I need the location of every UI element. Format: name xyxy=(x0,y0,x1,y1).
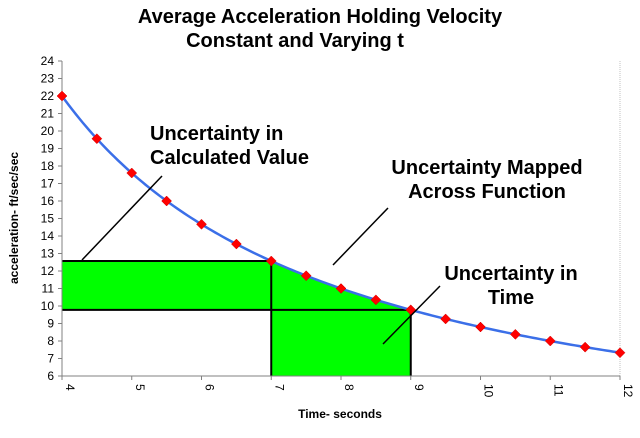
annotation-time-line-2: Time xyxy=(487,287,535,309)
annotation-calculated-value-line-1: Uncertainty in xyxy=(150,123,284,145)
data-point xyxy=(56,90,68,102)
annotation-time: Uncertainty in Time xyxy=(426,262,596,310)
x-tick-label: 7 xyxy=(272,384,286,391)
y-tick-label: 8 xyxy=(47,334,54,348)
tick-labels: 6 7 8 9 10 11 12 13 14 15 16 17 18 19 20 21 22 23 24 4 5 6 7 8 9… xyxy=(41,54,635,398)
data-point xyxy=(510,328,521,340)
y-tick-label: 19 xyxy=(41,142,55,156)
x-axis-label: Time- seconds xyxy=(298,407,382,421)
x-tick-label: 8 xyxy=(342,384,356,391)
data-point xyxy=(544,335,556,347)
x-tick-label: 4 xyxy=(63,384,77,391)
pointer-mapped-function xyxy=(332,207,389,266)
x-tick-label: 11 xyxy=(551,384,565,397)
data-series xyxy=(56,90,626,359)
y-tick-label: 16 xyxy=(41,194,55,208)
y-axis-label: acceleration- ft/sec/sec xyxy=(7,152,21,284)
annotation-mapped-function-line-1: Uncertainty Mapped xyxy=(391,157,583,179)
y-tick-label: 22 xyxy=(41,89,55,103)
data-point xyxy=(614,347,626,359)
data-point xyxy=(91,133,103,145)
y-tick-label: 15 xyxy=(41,212,55,226)
y-tick-label: 20 xyxy=(41,124,55,138)
annotation-time-line-1: Uncertainty in xyxy=(444,263,578,285)
y-tick-label: 17 xyxy=(41,177,55,191)
chart-title-line-1: Average Acceleration Holding Velocity xyxy=(137,6,503,28)
annotation-calculated-value-line-2: Calculated Value xyxy=(150,147,309,169)
y-tick-label: 13 xyxy=(41,247,55,261)
chart-title-line-2: Constant and Varying t xyxy=(186,30,404,52)
pointer-calculated-value xyxy=(81,175,163,261)
data-point xyxy=(440,313,451,325)
x-tick-label: 5 xyxy=(133,384,147,391)
y-tick-label: 7 xyxy=(47,352,54,366)
y-tick-label: 11 xyxy=(42,282,55,296)
annotation-mapped-function: Uncertainty Mapped Across Function xyxy=(374,156,600,204)
y-tick-label: 24 xyxy=(41,54,55,68)
y-tick-label: 23 xyxy=(41,72,55,86)
y-tick-label: 21 xyxy=(41,107,55,121)
pointer-time xyxy=(382,285,441,345)
data-point xyxy=(370,294,382,306)
data-point xyxy=(475,321,486,333)
x-tick-label: 9 xyxy=(412,384,426,391)
x-tick-label: 12 xyxy=(621,384,635,398)
y-tick-label: 9 xyxy=(47,317,54,331)
value-uncertainty-band xyxy=(62,261,272,310)
annotation-calculated-value: Uncertainty in Calculated Value xyxy=(150,122,309,170)
annotation-mapped-function-line-2: Across Function xyxy=(408,181,566,203)
y-tick-label: 18 xyxy=(41,159,55,173)
data-point xyxy=(126,167,138,179)
data-point xyxy=(300,270,312,282)
x-tick-label: 10 xyxy=(482,384,496,398)
data-point xyxy=(196,218,207,230)
x-tick-label: 6 xyxy=(203,384,217,391)
y-tick-label: 10 xyxy=(41,299,55,313)
y-tick-label: 12 xyxy=(41,264,55,278)
data-point xyxy=(335,283,347,294)
data-point xyxy=(265,255,277,267)
y-tick-label: 14 xyxy=(41,229,55,243)
time-uncertainty-area xyxy=(271,261,411,376)
axes xyxy=(58,60,621,380)
data-point xyxy=(579,341,591,353)
y-tick-label: 6 xyxy=(47,369,54,383)
annotation-pointers xyxy=(81,175,441,345)
uncertainty-shading xyxy=(62,260,412,376)
data-point xyxy=(231,238,242,250)
data-point xyxy=(161,195,172,207)
